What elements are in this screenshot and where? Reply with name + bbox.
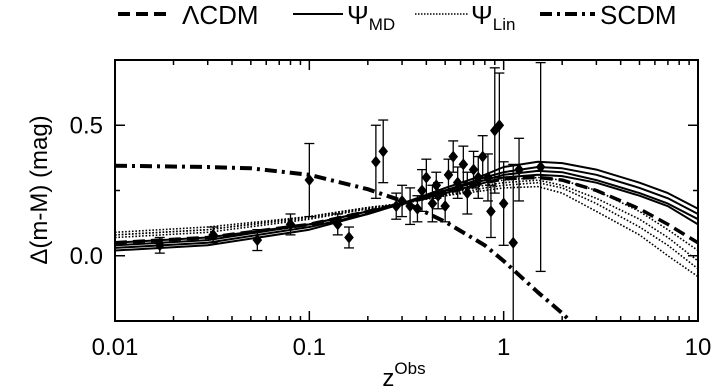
- diamond-marker: [443, 168, 454, 181]
- legend-label-psi-lin-main: Ψ: [471, 0, 493, 30]
- data-point: [252, 228, 263, 252]
- data-point: [508, 163, 519, 321]
- data-point: [494, 72, 505, 179]
- legend: ΛCDM ΨMD ΨLin SCDM: [118, 0, 677, 34]
- diamond-marker: [433, 189, 443, 202]
- diamond-marker: [154, 239, 165, 252]
- legend-label-psi-lin-sub: Lin: [493, 15, 516, 34]
- data-point: [208, 226, 219, 244]
- diamond-marker: [427, 197, 438, 210]
- diamond-marker: [252, 234, 263, 247]
- diamond-marker: [477, 150, 488, 163]
- legend-label-psi-lin: ΨLin: [471, 0, 515, 34]
- x-axis-label-base: z: [382, 365, 394, 391]
- legend-label-lcdm: ΛCDM: [182, 0, 259, 30]
- data-point: [448, 140, 459, 173]
- diamond-marker: [391, 200, 402, 213]
- curve-dotted-1: [114, 179, 699, 262]
- legend-label-psi-md: ΨMD: [347, 0, 395, 34]
- x-axis-label-sup: Obs: [394, 359, 425, 378]
- data-point: [514, 137, 525, 202]
- diamond-marker: [486, 205, 496, 218]
- diamond-marker: [371, 155, 381, 168]
- diamond-marker: [208, 228, 218, 241]
- y-axis-label: Δ(m-M) (mag): [26, 115, 53, 264]
- data-point: [452, 166, 463, 199]
- diamond-marker: [285, 218, 296, 231]
- data-point: [498, 161, 509, 246]
- data-point: [285, 213, 296, 236]
- data-point: [332, 213, 343, 236]
- data-point: [405, 187, 416, 226]
- y-tick-label: 0.5: [70, 112, 103, 139]
- legend-label-psi-md-sub: MD: [369, 15, 395, 34]
- data-point: [304, 142, 315, 218]
- diamond-marker: [378, 145, 389, 158]
- x-tick-label: 0.1: [293, 334, 326, 361]
- diamond-marker: [397, 194, 407, 207]
- data-point: [154, 236, 165, 254]
- x-tick-label: 1: [497, 334, 510, 361]
- data-point: [485, 184, 496, 239]
- diamond-marker: [508, 236, 519, 249]
- data-point: [370, 124, 381, 199]
- x-tick-label: 0.01: [92, 334, 139, 361]
- legend-item-psi-lin: ΨLin: [415, 0, 515, 34]
- diamond-marker: [494, 119, 505, 132]
- data-point: [458, 145, 469, 184]
- diamond-marker: [514, 163, 524, 176]
- curve-dotted-3: [114, 185, 699, 278]
- data-point: [397, 184, 408, 218]
- diamond-marker: [452, 176, 463, 189]
- diamond-marker: [440, 200, 450, 213]
- data-point: [468, 150, 479, 189]
- data-point: [433, 182, 444, 210]
- diamond-marker: [332, 218, 343, 231]
- curve-solid-2: [114, 169, 699, 247]
- axis-ticks: 0.01 0.1 1 10 0.0 0.5: [70, 59, 712, 361]
- diamond-marker: [344, 231, 354, 244]
- legend-item-scdm: SCDM: [540, 0, 677, 30]
- diamond-marker: [535, 161, 546, 174]
- diamond-marker: [405, 200, 415, 213]
- diamond-marker: [421, 171, 432, 184]
- legend-label-psi-md-main: Ψ: [347, 0, 369, 30]
- diamond-marker: [498, 197, 509, 210]
- data-point: [417, 168, 428, 213]
- diamond-marker: [417, 184, 427, 197]
- data-point: [477, 135, 488, 179]
- legend-label-scdm: SCDM: [600, 0, 677, 30]
- data-point: [344, 226, 355, 249]
- diamond-marker: [462, 187, 473, 200]
- data-point: [535, 61, 546, 273]
- diamond-marker: [304, 174, 315, 187]
- plot-frame: [114, 59, 699, 322]
- data-points: [154, 61, 546, 321]
- legend-item-lcdm: ΛCDM: [118, 0, 259, 30]
- diamond-marker: [448, 150, 459, 163]
- y-tick-label: 0.0: [70, 243, 103, 270]
- data-point: [462, 171, 473, 215]
- x-axis-label: zObs: [382, 359, 425, 391]
- diamond-marker: [458, 158, 469, 171]
- legend-item-psi-md: ΨMD: [293, 0, 395, 34]
- x-tick-label: 10: [685, 334, 712, 361]
- curve-dashdot-0: [114, 163, 572, 323]
- diamond-marker: [468, 163, 479, 176]
- data-point: [391, 192, 402, 220]
- data-point: [421, 158, 432, 197]
- diamond-marker: [483, 171, 493, 184]
- data-point: [378, 119, 389, 184]
